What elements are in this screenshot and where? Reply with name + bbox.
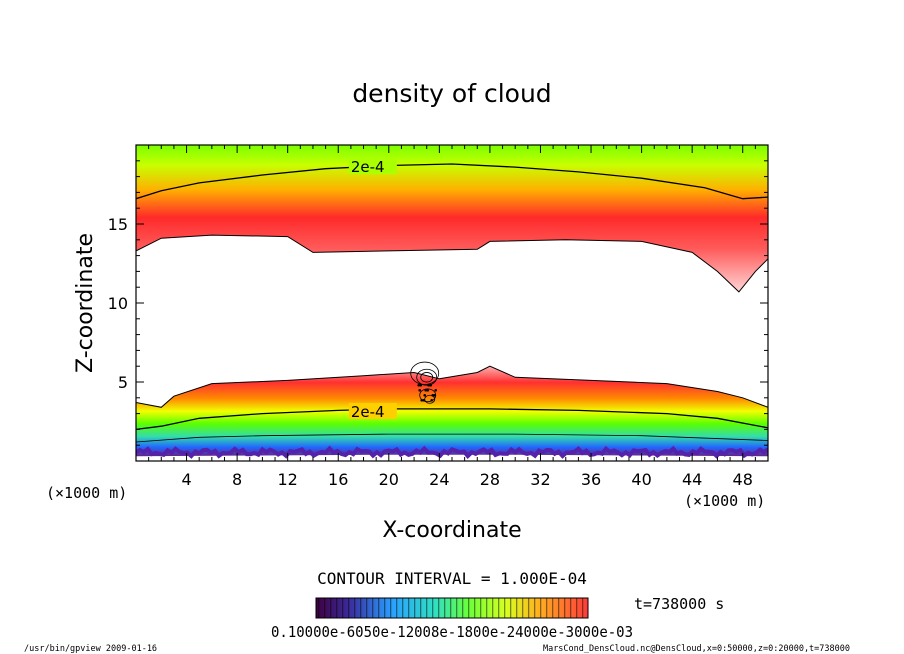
spot-dot-0 [417, 383, 421, 387]
convective-spot [410, 361, 440, 404]
spot-dot-1 [424, 388, 428, 392]
x-unit-right: (×1000 m) [684, 492, 765, 510]
contour-labels: 2e-4 2e-4 [348, 158, 397, 421]
spot-dot-12 [429, 383, 433, 387]
spot-dot-9 [426, 388, 430, 392]
x-tick-label-48: 48 [733, 470, 753, 489]
spot-contour-1 [416, 368, 438, 386]
y-tick-label-5: 5 [118, 373, 128, 392]
x-axis-label: X-coordinate [382, 518, 521, 543]
contour-label-bg-0 [348, 158, 397, 175]
footer-left: /usr/bin/gpview 2009-01-16 [24, 644, 157, 654]
x-tick-label-36: 36 [581, 470, 601, 489]
upper-cloud-layer [136, 145, 768, 292]
spot-contour-0 [420, 372, 434, 383]
chart-title: density of cloud [352, 79, 551, 108]
lower-edge-line [136, 365, 768, 408]
footer-right: MarsCond_DensCloud.nc@DensCloud,x=0:5000… [543, 644, 850, 654]
contour-label-bg-1 [348, 403, 397, 420]
x-tick-label-32: 32 [530, 470, 550, 489]
x-tick-label-4: 4 [181, 470, 191, 489]
spot-dot-13 [418, 388, 422, 392]
spot-dot-3 [420, 398, 424, 402]
upper-edge-line [136, 234, 768, 293]
lower-inner-line [136, 433, 768, 443]
x-tick-label-40: 40 [631, 470, 651, 489]
spot-dot-2 [431, 393, 435, 397]
contour-interval: CONTOUR INTERVAL = 1.000E-04 [317, 569, 587, 588]
spot-dot-4 [427, 383, 431, 387]
contour-label-1: 2e-4 [351, 403, 385, 421]
y-axis-ticks: 5 10 15 [108, 160, 768, 446]
spot-dot-5 [434, 388, 438, 392]
x-tick-label-28: 28 [480, 470, 500, 489]
spot-dot-10 [433, 393, 437, 397]
spot-contour-2 [410, 361, 440, 385]
plot-area [136, 145, 768, 460]
x-tick-label-12: 12 [278, 470, 298, 489]
y-axis-label: Z-coordinate [73, 233, 98, 373]
spot-dot-8 [419, 383, 423, 387]
x-tick-label-24: 24 [429, 470, 449, 489]
upper-contour-line [136, 163, 768, 200]
x-axis-ticks: 4 8 12 16 20 24 28 32 36 40 44 48 [148, 145, 756, 489]
lower-contour-line [136, 408, 768, 431]
contour-label-0: 2e-4 [351, 158, 385, 176]
lower-cloud-layer [136, 366, 768, 457]
x-tick-label-20: 20 [379, 470, 399, 489]
x-tick-label-16: 16 [328, 470, 348, 489]
spot-dot-7 [430, 398, 434, 402]
x-unit-left: (×1000 m) [46, 484, 127, 502]
spot-contour-4 [424, 394, 436, 404]
spot-dot-11 [422, 398, 426, 402]
y-tick-label-15: 15 [108, 215, 128, 234]
x-tick-label-44: 44 [682, 470, 702, 489]
time-label: t=738000 s [634, 595, 724, 613]
spot-dot-6 [423, 393, 427, 397]
x-tick-label-8: 8 [232, 470, 242, 489]
colorbar-labels: 0.10000e-6050e-12008e-1800e-24000e-3000e… [271, 623, 633, 641]
y-tick-label-10: 10 [108, 294, 128, 313]
lower-layer-base [136, 445, 768, 460]
colorbar-stripes [316, 598, 588, 618]
